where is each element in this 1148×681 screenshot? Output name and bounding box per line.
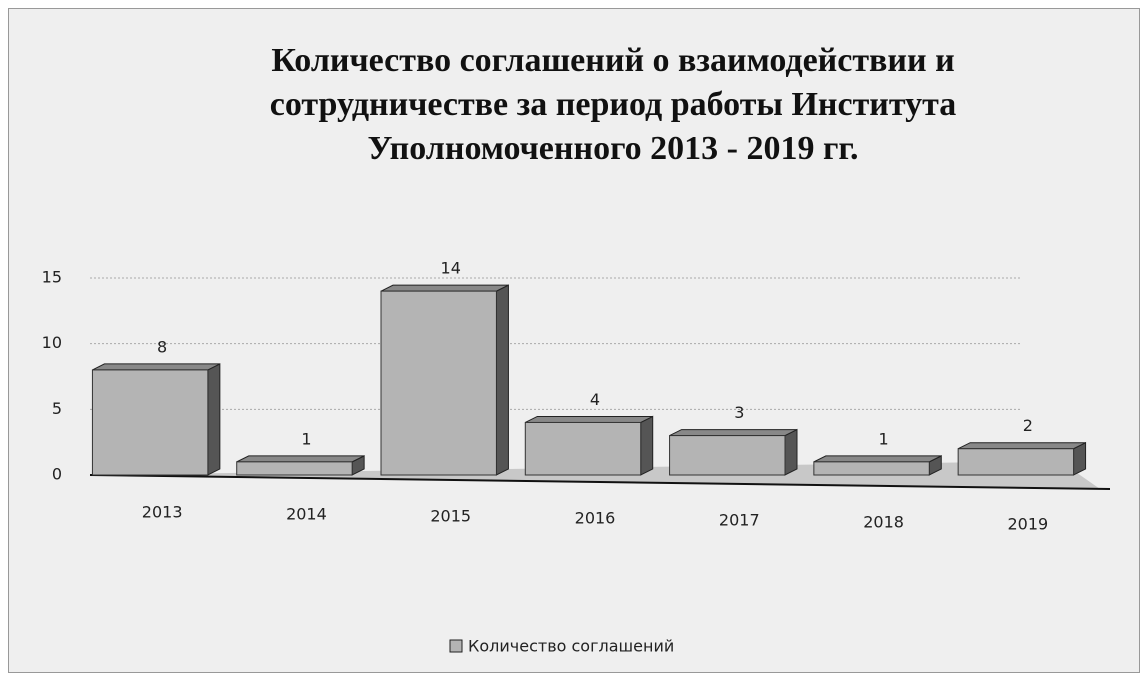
- bar: [91, 369, 209, 476]
- data-label: 3: [734, 403, 744, 422]
- bar: [813, 461, 930, 476]
- y-tick-label: 15: [42, 268, 62, 287]
- x-tick-label: 2015: [430, 507, 471, 526]
- bar-side: [640, 415, 654, 476]
- bar-top: [380, 284, 509, 292]
- bar-top: [957, 442, 1086, 450]
- bar-side: [784, 428, 798, 476]
- data-label: 2: [1023, 416, 1033, 435]
- y-tick-label: 0: [52, 465, 62, 484]
- chart-frame: Количество соглашений о взаимодействии и…: [8, 8, 1140, 673]
- x-tick-label: 2014: [286, 505, 327, 524]
- bar-side: [495, 284, 509, 476]
- data-label: 14: [441, 259, 461, 278]
- bar-side: [207, 363, 221, 476]
- x-tick-label: 2018: [863, 513, 904, 532]
- bar: [669, 435, 786, 476]
- bar-top: [236, 455, 365, 463]
- bar: [524, 421, 642, 476]
- legend-swatch: [449, 639, 463, 653]
- bar-top: [813, 455, 942, 463]
- bar-top: [92, 363, 221, 371]
- bar: [236, 461, 353, 476]
- legend-label: Количество соглашений: [468, 637, 674, 656]
- x-tick-label: 2017: [719, 511, 760, 530]
- bar-top: [669, 429, 798, 437]
- data-label: 8: [157, 337, 167, 356]
- x-tick-label: 2013: [142, 503, 183, 522]
- y-tick-label: 10: [42, 333, 62, 352]
- data-label: 1: [301, 429, 311, 448]
- y-tick-label: 5: [52, 399, 62, 418]
- bar: [380, 290, 497, 476]
- x-axis: [89, 474, 1111, 490]
- bar: [957, 448, 1075, 476]
- data-label: 4: [590, 390, 600, 409]
- data-label: 1: [878, 429, 888, 448]
- x-tick-label: 2019: [1007, 515, 1048, 534]
- x-tick-label: 2016: [575, 509, 616, 528]
- chart-title: Количество соглашений о взаимодействии и…: [269, 42, 957, 167]
- bar-top: [525, 415, 653, 423]
